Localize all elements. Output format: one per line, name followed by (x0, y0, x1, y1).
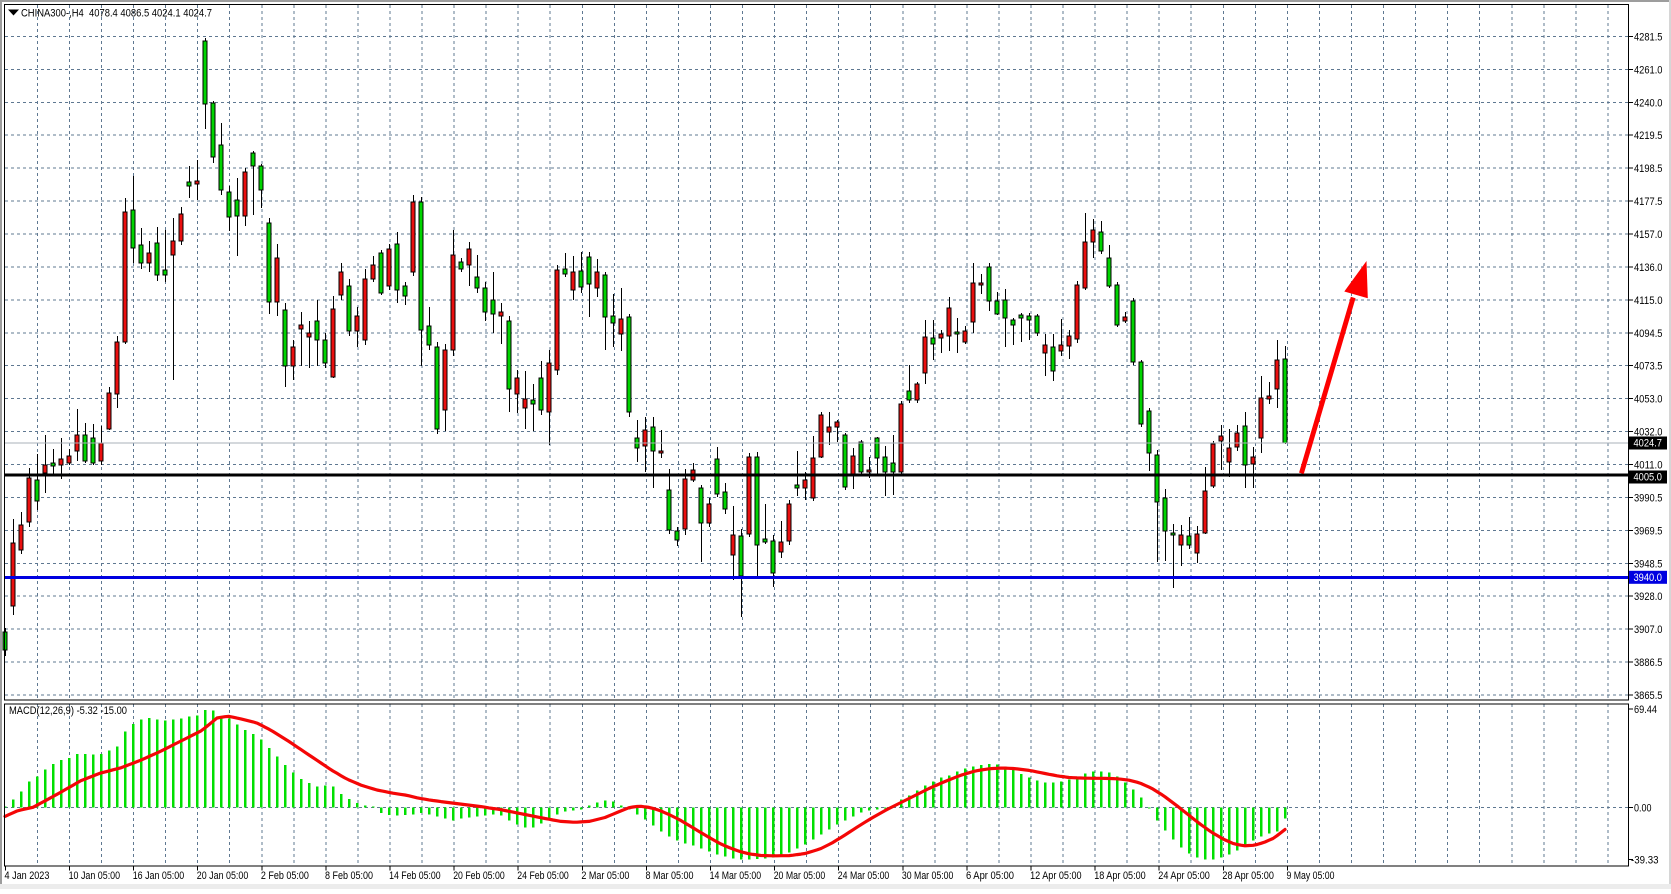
svg-text:4198.5: 4198.5 (1634, 163, 1663, 175)
svg-text:30 Mar 05:00: 30 Mar 05:00 (902, 870, 954, 882)
svg-text:CHINA300-,H4 4078.4 4086.5 40: CHINA300-,H4 4078.4 4086.5 4024.1 4024.7 (21, 8, 212, 20)
svg-text:4136.0: 4136.0 (1634, 262, 1663, 274)
svg-text:18 Apr 05:00: 18 Apr 05:00 (1094, 870, 1146, 882)
svg-text:6 Apr 05:00: 6 Apr 05:00 (966, 870, 1014, 882)
svg-text:69.44: 69.44 (1634, 704, 1657, 716)
svg-text:0.00: 0.00 (1634, 802, 1652, 814)
svg-text:24 Mar 05:00: 24 Mar 05:00 (838, 870, 890, 882)
svg-text:3948.5: 3948.5 (1634, 558, 1663, 570)
svg-text:20 Jan 05:00: 20 Jan 05:00 (197, 870, 249, 882)
svg-text:3940.0: 3940.0 (1634, 572, 1663, 584)
svg-text:28 Apr 05:00: 28 Apr 05:00 (1222, 870, 1274, 882)
svg-text:4024.7: 4024.7 (1634, 438, 1663, 450)
svg-text:24 Apr 05:00: 24 Apr 05:00 (1158, 870, 1210, 882)
svg-text:4 Jan 2023: 4 Jan 2023 (5, 870, 50, 882)
svg-text:3969.5: 3969.5 (1634, 525, 1663, 537)
svg-text:3865.5: 3865.5 (1634, 690, 1663, 702)
svg-text:9 May 05:00: 9 May 05:00 (1287, 870, 1335, 882)
svg-text:16 Jan 05:00: 16 Jan 05:00 (133, 870, 185, 882)
svg-text:8 Feb 05:00: 8 Feb 05:00 (325, 870, 373, 882)
svg-text:4032.0: 4032.0 (1634, 427, 1663, 439)
svg-text:4240.0: 4240.0 (1634, 97, 1663, 109)
svg-text:3886.5: 3886.5 (1634, 657, 1663, 669)
svg-text:4281.5: 4281.5 (1634, 31, 1663, 43)
svg-text:4261.0: 4261.0 (1634, 64, 1663, 76)
svg-text:20 Feb 05:00: 20 Feb 05:00 (453, 870, 505, 882)
svg-text:4115.0: 4115.0 (1634, 295, 1663, 307)
svg-text:4219.5: 4219.5 (1634, 130, 1663, 142)
svg-text:20 Mar 05:00: 20 Mar 05:00 (774, 870, 826, 882)
svg-text:MACD(12,26,9) -5.32 -15.00: MACD(12,26,9) -5.32 -15.00 (9, 705, 127, 717)
svg-text:14 Feb 05:00: 14 Feb 05:00 (389, 870, 441, 882)
svg-text:4005.0: 4005.0 (1634, 472, 1663, 484)
svg-text:12 Apr 05:00: 12 Apr 05:00 (1030, 870, 1082, 882)
svg-text:4073.5: 4073.5 (1634, 361, 1663, 373)
svg-text:8 Mar 05:00: 8 Mar 05:00 (646, 870, 694, 882)
svg-text:3990.5: 3990.5 (1634, 492, 1663, 504)
svg-text:4094.5: 4094.5 (1634, 328, 1663, 340)
svg-text:24 Feb 05:00: 24 Feb 05:00 (517, 870, 569, 882)
svg-text:14 Mar 05:00: 14 Mar 05:00 (710, 870, 762, 882)
svg-text:2 Feb 05:00: 2 Feb 05:00 (261, 870, 309, 882)
svg-text:4011.0: 4011.0 (1634, 460, 1663, 472)
svg-text:10 Jan 05:00: 10 Jan 05:00 (69, 870, 121, 882)
svg-text:3907.0: 3907.0 (1634, 624, 1663, 636)
svg-text:3928.0: 3928.0 (1634, 591, 1663, 603)
svg-text:4177.5: 4177.5 (1634, 196, 1663, 208)
svg-text:4053.0: 4053.0 (1634, 394, 1663, 406)
svg-text:2 Mar 05:00: 2 Mar 05:00 (581, 870, 629, 882)
svg-text:4157.0: 4157.0 (1634, 229, 1663, 241)
svg-text:-39.33: -39.33 (1631, 855, 1659, 867)
